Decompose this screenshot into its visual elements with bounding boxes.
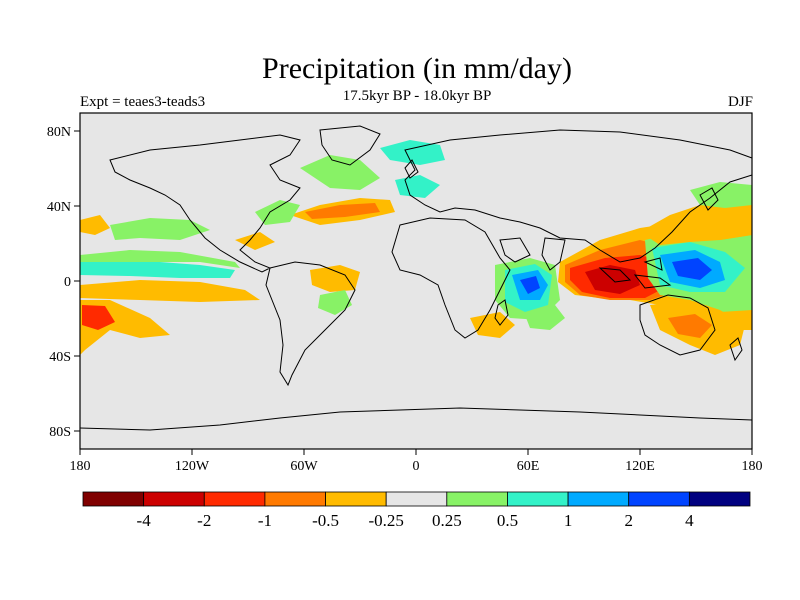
lon-label-60w: 60W: [290, 459, 318, 474]
anomaly-region-madagascar-orange: [470, 312, 515, 338]
lon-label-60e: 60E: [517, 459, 540, 474]
anomaly-region-samerica-orange: [310, 265, 360, 292]
colorbar-label: 2: [624, 511, 633, 530]
anomaly-region-arctic-cyan: [380, 140, 445, 165]
lat-axis: 80N 40N 0 40S 80S: [47, 125, 80, 440]
lat-label-80n: 80N: [47, 125, 71, 140]
coastlines: [79, 125, 753, 431]
colorbar: -4 -2 -1 -0.5 -0.25 0.25 0.5 1 2 4: [82, 491, 751, 530]
season-label: DJF: [727, 94, 753, 110]
coastline-madagascar: [494, 299, 509, 326]
colorbar-label: -2: [197, 511, 211, 530]
colorbar-swatch: [325, 491, 387, 507]
colorbar-swatch: [143, 491, 205, 507]
lat-label-0: 0: [64, 275, 71, 290]
colorbar-swatch: [264, 491, 326, 507]
coastline-north-america: [109, 134, 301, 273]
lat-label-80s: 80S: [49, 425, 71, 440]
lon-label-180e: 180: [742, 459, 763, 474]
anomaly-region-npacific-orange: [80, 215, 110, 235]
map-panel: [79, 112, 753, 450]
colorbar-label: 0.25: [432, 511, 462, 530]
lon-axis: 180 120W 60W 0 60E 120E 180: [70, 449, 763, 474]
lon-label-0: 0: [413, 459, 420, 474]
map-subtitle: 17.5kyr BP - 18.0kyr BP: [342, 88, 492, 104]
anomaly-region-satlantic-green: [318, 290, 352, 315]
lat-label-40n: 40N: [47, 200, 71, 215]
coastline-greenland: [319, 125, 381, 166]
colorbar-label: 1: [564, 511, 573, 530]
colorbar-label: 4: [685, 511, 694, 530]
anomaly-region-epacific-cyan: [80, 258, 235, 278]
coastline-eurasia: [404, 129, 753, 263]
anomaly-region-australia-red: [668, 314, 712, 338]
colorbar-label: -1: [258, 511, 272, 530]
anomaly-region-sindian-green: [525, 305, 565, 330]
colorbar-swatch: [688, 491, 751, 507]
anomaly-region-greenland-sea: [395, 175, 440, 198]
anomaly-region-nwpacific-orange: [640, 200, 752, 245]
coastline-arabia-india: [499, 237, 566, 271]
experiment-label: Expt = teaes3-teads3: [80, 94, 206, 110]
colorbar-swatch: [628, 491, 690, 507]
colorbar-swatch: [82, 491, 145, 507]
colorbar-label: -4: [137, 511, 152, 530]
anomaly-region-epacific-green: [80, 250, 240, 268]
colorbar-label: -0.25: [368, 511, 403, 530]
colorbar-swatch: [385, 491, 448, 507]
anomaly-region-npacific-green: [110, 218, 210, 240]
anomaly-region-natlantic-red: [305, 203, 380, 219]
colorbar-swatch: [567, 491, 630, 507]
anomaly-region-arctic-green: [300, 155, 380, 190]
colorbar-swatch: [446, 491, 508, 507]
coastline-south-america: [265, 261, 356, 387]
lon-label-120w: 120W: [175, 459, 210, 474]
lat-label-40s: 40S: [49, 350, 71, 365]
anomaly-region-indian-dkblue: [520, 276, 540, 294]
lon-label-180w: 180: [70, 459, 91, 474]
coastline-japan-uk: [404, 159, 719, 211]
lon-label-120e: 120E: [625, 459, 655, 474]
colorbar-swatch: [507, 491, 569, 507]
coastline-antarctica: [79, 407, 753, 431]
colorbar-label: -0.5: [312, 511, 339, 530]
anomaly-region-wpacific-dkblue: [672, 258, 712, 280]
precip-anomaly-fields: [80, 140, 752, 355]
anomaly-region-spacific-red: [82, 305, 115, 330]
colorbar-swatch: [203, 491, 266, 507]
anomaly-region-caribbean-orange: [235, 232, 275, 250]
coastline-new-zealand: [729, 337, 743, 362]
anomaly-region-epacific-orange: [80, 280, 260, 302]
coastline-australia: [639, 294, 716, 356]
coastline-africa: [391, 217, 511, 339]
map-title: Precipitation (in mm/day): [262, 52, 572, 85]
coastline-indonesia: [598, 257, 672, 289]
colorbar-label: 0.5: [497, 511, 518, 530]
